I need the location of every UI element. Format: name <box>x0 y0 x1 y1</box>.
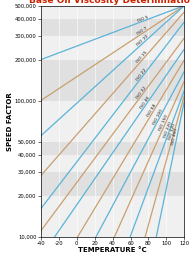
Text: ISO 100: ISO 100 <box>152 108 164 125</box>
Bar <box>41 6 184 19</box>
Bar <box>41 172 184 196</box>
Bar <box>41 19 184 36</box>
Text: ISO 7: ISO 7 <box>137 26 148 36</box>
Text: ISO 320: ISO 320 <box>168 123 177 140</box>
Y-axis label: SPEED FACTOR: SPEED FACTOR <box>7 92 13 151</box>
Text: ISO 10: ISO 10 <box>136 35 149 47</box>
Bar <box>41 196 184 237</box>
Bar <box>41 36 184 60</box>
Bar <box>41 155 184 172</box>
Text: ISO 32: ISO 32 <box>135 85 147 99</box>
Title: Base Oil Viscosity Determination: Base Oil Viscosity Determination <box>29 0 190 5</box>
Text: ISO 220: ISO 220 <box>163 121 173 138</box>
Text: ISO 150: ISO 150 <box>158 114 169 131</box>
Bar <box>41 101 184 142</box>
Text: ISO 46: ISO 46 <box>139 95 151 110</box>
Text: ISO 5: ISO 5 <box>137 15 150 23</box>
Bar <box>41 142 184 155</box>
Bar <box>41 60 184 101</box>
Text: ISO 460: ISO 460 <box>171 127 179 145</box>
X-axis label: TEMPERATURE °C: TEMPERATURE °C <box>78 247 147 253</box>
Text: ISO 68: ISO 68 <box>146 103 157 117</box>
Text: ISO 22: ISO 22 <box>136 68 147 81</box>
Text: ISO 15: ISO 15 <box>136 51 148 64</box>
